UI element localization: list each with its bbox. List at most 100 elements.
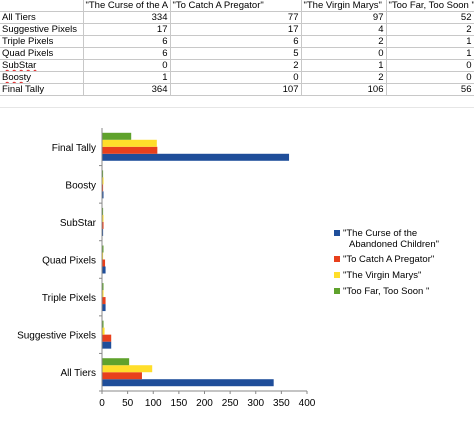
table-cell[interactable]: 56	[386, 83, 474, 96]
table-cell[interactable]: 1	[386, 47, 474, 60]
column-header[interactable]: "The Virgin Marys"	[301, 0, 387, 12]
y-tick-label: SubStar	[60, 218, 97, 229]
y-tick-label: All Tiers	[60, 368, 96, 379]
row-label[interactable]: Quad Pixels	[0, 47, 84, 60]
row-label[interactable]: Boosty	[0, 71, 84, 84]
bar	[102, 259, 106, 267]
data-table: "The Curse of the A "To Catch A Pregator"…	[0, 0, 474, 96]
legend-swatch	[334, 288, 340, 294]
table-cell[interactable]: 2	[301, 71, 387, 84]
column-header[interactable]: "To Catch A Pregator"	[170, 0, 302, 12]
table-cell[interactable]: 0	[386, 71, 474, 84]
bar	[102, 221, 104, 229]
table-cell[interactable]: 0	[83, 59, 171, 72]
table-cell[interactable]: 2	[170, 59, 302, 72]
table-cell[interactable]: 364	[83, 83, 171, 96]
x-tick-label: 100	[145, 398, 162, 409]
table-row: Triple Pixels 6 6 2 1	[0, 35, 474, 48]
table-row: Suggestive Pixels 17 17 4 2	[0, 23, 474, 36]
table-cell[interactable]: 0	[170, 71, 302, 84]
y-tick-label: Final Tally	[52, 143, 96, 154]
table-cell[interactable]: 97	[301, 11, 387, 24]
table-cell[interactable]: 6	[170, 35, 302, 48]
table-cell[interactable]: 17	[83, 23, 171, 36]
x-tick-label: 250	[222, 398, 239, 409]
x-tick-label: 200	[196, 398, 213, 409]
bar	[102, 290, 104, 298]
legend-swatch	[334, 256, 340, 262]
x-tick-label: 300	[247, 398, 264, 409]
bar	[102, 207, 104, 215]
bar	[102, 184, 104, 192]
table-cell[interactable]: 2	[301, 35, 387, 48]
table-row: Quad Pixels 6 5 0 1	[0, 47, 474, 60]
column-header[interactable]: "The Curse of the A	[83, 0, 171, 12]
bar	[102, 334, 112, 342]
table-row: Boosty 1 0 2 0	[0, 71, 474, 84]
table-cell[interactable]: 334	[83, 11, 171, 24]
column-header[interactable]: "Too Far, Too Soon "	[386, 0, 474, 12]
bar	[102, 146, 158, 154]
table-cell[interactable]: 77	[170, 11, 302, 24]
header-row: "The Curse of the A "To Catch A Pregator"…	[0, 0, 474, 12]
table-cell[interactable]: 2	[386, 23, 474, 36]
legend-swatch	[334, 272, 340, 278]
bar	[102, 358, 130, 366]
bar	[102, 153, 290, 161]
bar	[102, 266, 106, 274]
table-row: SubStar 0 2 1 0	[0, 59, 474, 72]
bar-chart: 0 50 100 150 200 250 300 350 400 All Tiers Suggest…	[17, 128, 439, 409]
table-cell[interactable]: 52	[386, 11, 474, 24]
table-row: All Tiers 334 77 97 52	[0, 11, 474, 24]
bar	[102, 304, 106, 312]
bar	[102, 170, 104, 178]
x-tick-label: 0	[99, 398, 105, 409]
y-tick-label: Quad Pixels	[42, 256, 96, 267]
table-cell[interactable]: 0	[386, 59, 474, 72]
bar	[102, 297, 106, 305]
table-cell[interactable]: 0	[301, 47, 387, 60]
legend-label: "To Catch A Pregator"	[343, 254, 434, 265]
legend-swatch	[334, 230, 340, 236]
bar	[102, 252, 104, 260]
table-cell[interactable]: 1	[301, 59, 387, 72]
row-label[interactable]: SubStar	[0, 59, 84, 72]
bar	[102, 214, 104, 222]
table-row: Final Tally 364 107 106 56	[0, 83, 474, 96]
bar	[102, 283, 104, 291]
table-cell[interactable]: 107	[170, 83, 302, 96]
legend-label: "The Curse of the Abandoned Children"	[343, 228, 439, 250]
bar	[102, 365, 153, 373]
chart-area[interactable]: 0 50 100 150 200 250 300 350 400 All Tiers Suggest…	[0, 108, 474, 437]
bar	[102, 139, 157, 147]
table-cell[interactable]: 6	[83, 47, 171, 60]
x-tick-label: 150	[171, 398, 188, 409]
row-label[interactable]: All Tiers	[0, 11, 84, 24]
bar	[102, 245, 104, 253]
spreadsheet: "The Curse of the A "To Catch A Pregator"…	[0, 0, 474, 97]
legend-label: "Too Far, Too Soon "	[343, 286, 429, 297]
x-tick-label: 400	[299, 398, 316, 409]
row-label[interactable]: Final Tally	[0, 83, 84, 96]
bar	[102, 191, 104, 199]
row-label[interactable]: Triple Pixels	[0, 35, 84, 48]
y-tick-label: Boosty	[65, 180, 96, 191]
bar	[102, 327, 105, 335]
bar	[102, 372, 142, 380]
table-cell[interactable]: 5	[170, 47, 302, 60]
bar	[102, 177, 104, 185]
column-header[interactable]	[0, 0, 84, 12]
bar	[102, 320, 104, 328]
table-cell[interactable]: 6	[83, 35, 171, 48]
table-cell[interactable]: 4	[301, 23, 387, 36]
table-cell[interactable]: 106	[301, 83, 387, 96]
table-cell[interactable]: 1	[386, 35, 474, 48]
table-cell[interactable]: 17	[170, 23, 302, 36]
bar	[102, 132, 132, 140]
row-label[interactable]: Suggestive Pixels	[0, 23, 84, 36]
legend-label: "The Virgin Marys"	[343, 270, 421, 281]
x-tick-label: 50	[122, 398, 134, 409]
table-cell[interactable]: 1	[83, 71, 171, 84]
bar	[102, 228, 104, 236]
y-tick-label: Suggestive Pixels	[17, 331, 96, 342]
